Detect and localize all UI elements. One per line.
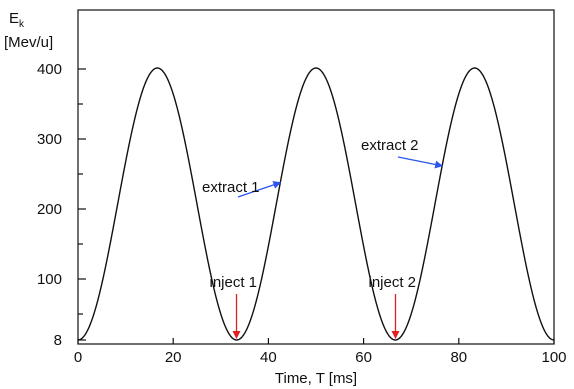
y-axis-ticks: 8 100 200 300 400 [37,61,86,349]
extract-arrow [397,156,444,169]
y-tick-label: 8 [54,332,62,349]
y-axis-title-subscript: k [19,19,25,30]
x-tick-label: 20 [165,349,182,366]
y-axis-title-unit: [Mev/u] [4,34,53,51]
extract-label: extract 2 [361,137,419,154]
y-tick-label: 400 [37,61,62,78]
x-tick-label: 40 [260,349,277,366]
energy-curve-series [77,67,555,341]
x-tick-label: 0 [74,349,82,366]
plot-frame [77,9,555,345]
inject-label: inject 1 [210,274,258,291]
annotations: inject 1 inject 2 extract 1 extract 2 [202,137,444,339]
x-tick-label: 60 [355,349,372,366]
y-tick-label: 300 [37,131,62,148]
extract-arrow [237,181,282,198]
x-tick-label: 100 [541,349,566,366]
y-tick-label: 200 [37,201,62,218]
extract-label: extract 1 [202,179,260,196]
y-tick-label: 100 [37,271,62,288]
x-tick-label: 80 [450,349,467,366]
y-axis-title-main: Ek [9,10,25,30]
x-axis-ticks: 0 20 40 60 80 100 [74,338,567,366]
inject-label: inject 2 [368,274,416,291]
x-axis-title: Time, T [ms] [275,370,357,387]
